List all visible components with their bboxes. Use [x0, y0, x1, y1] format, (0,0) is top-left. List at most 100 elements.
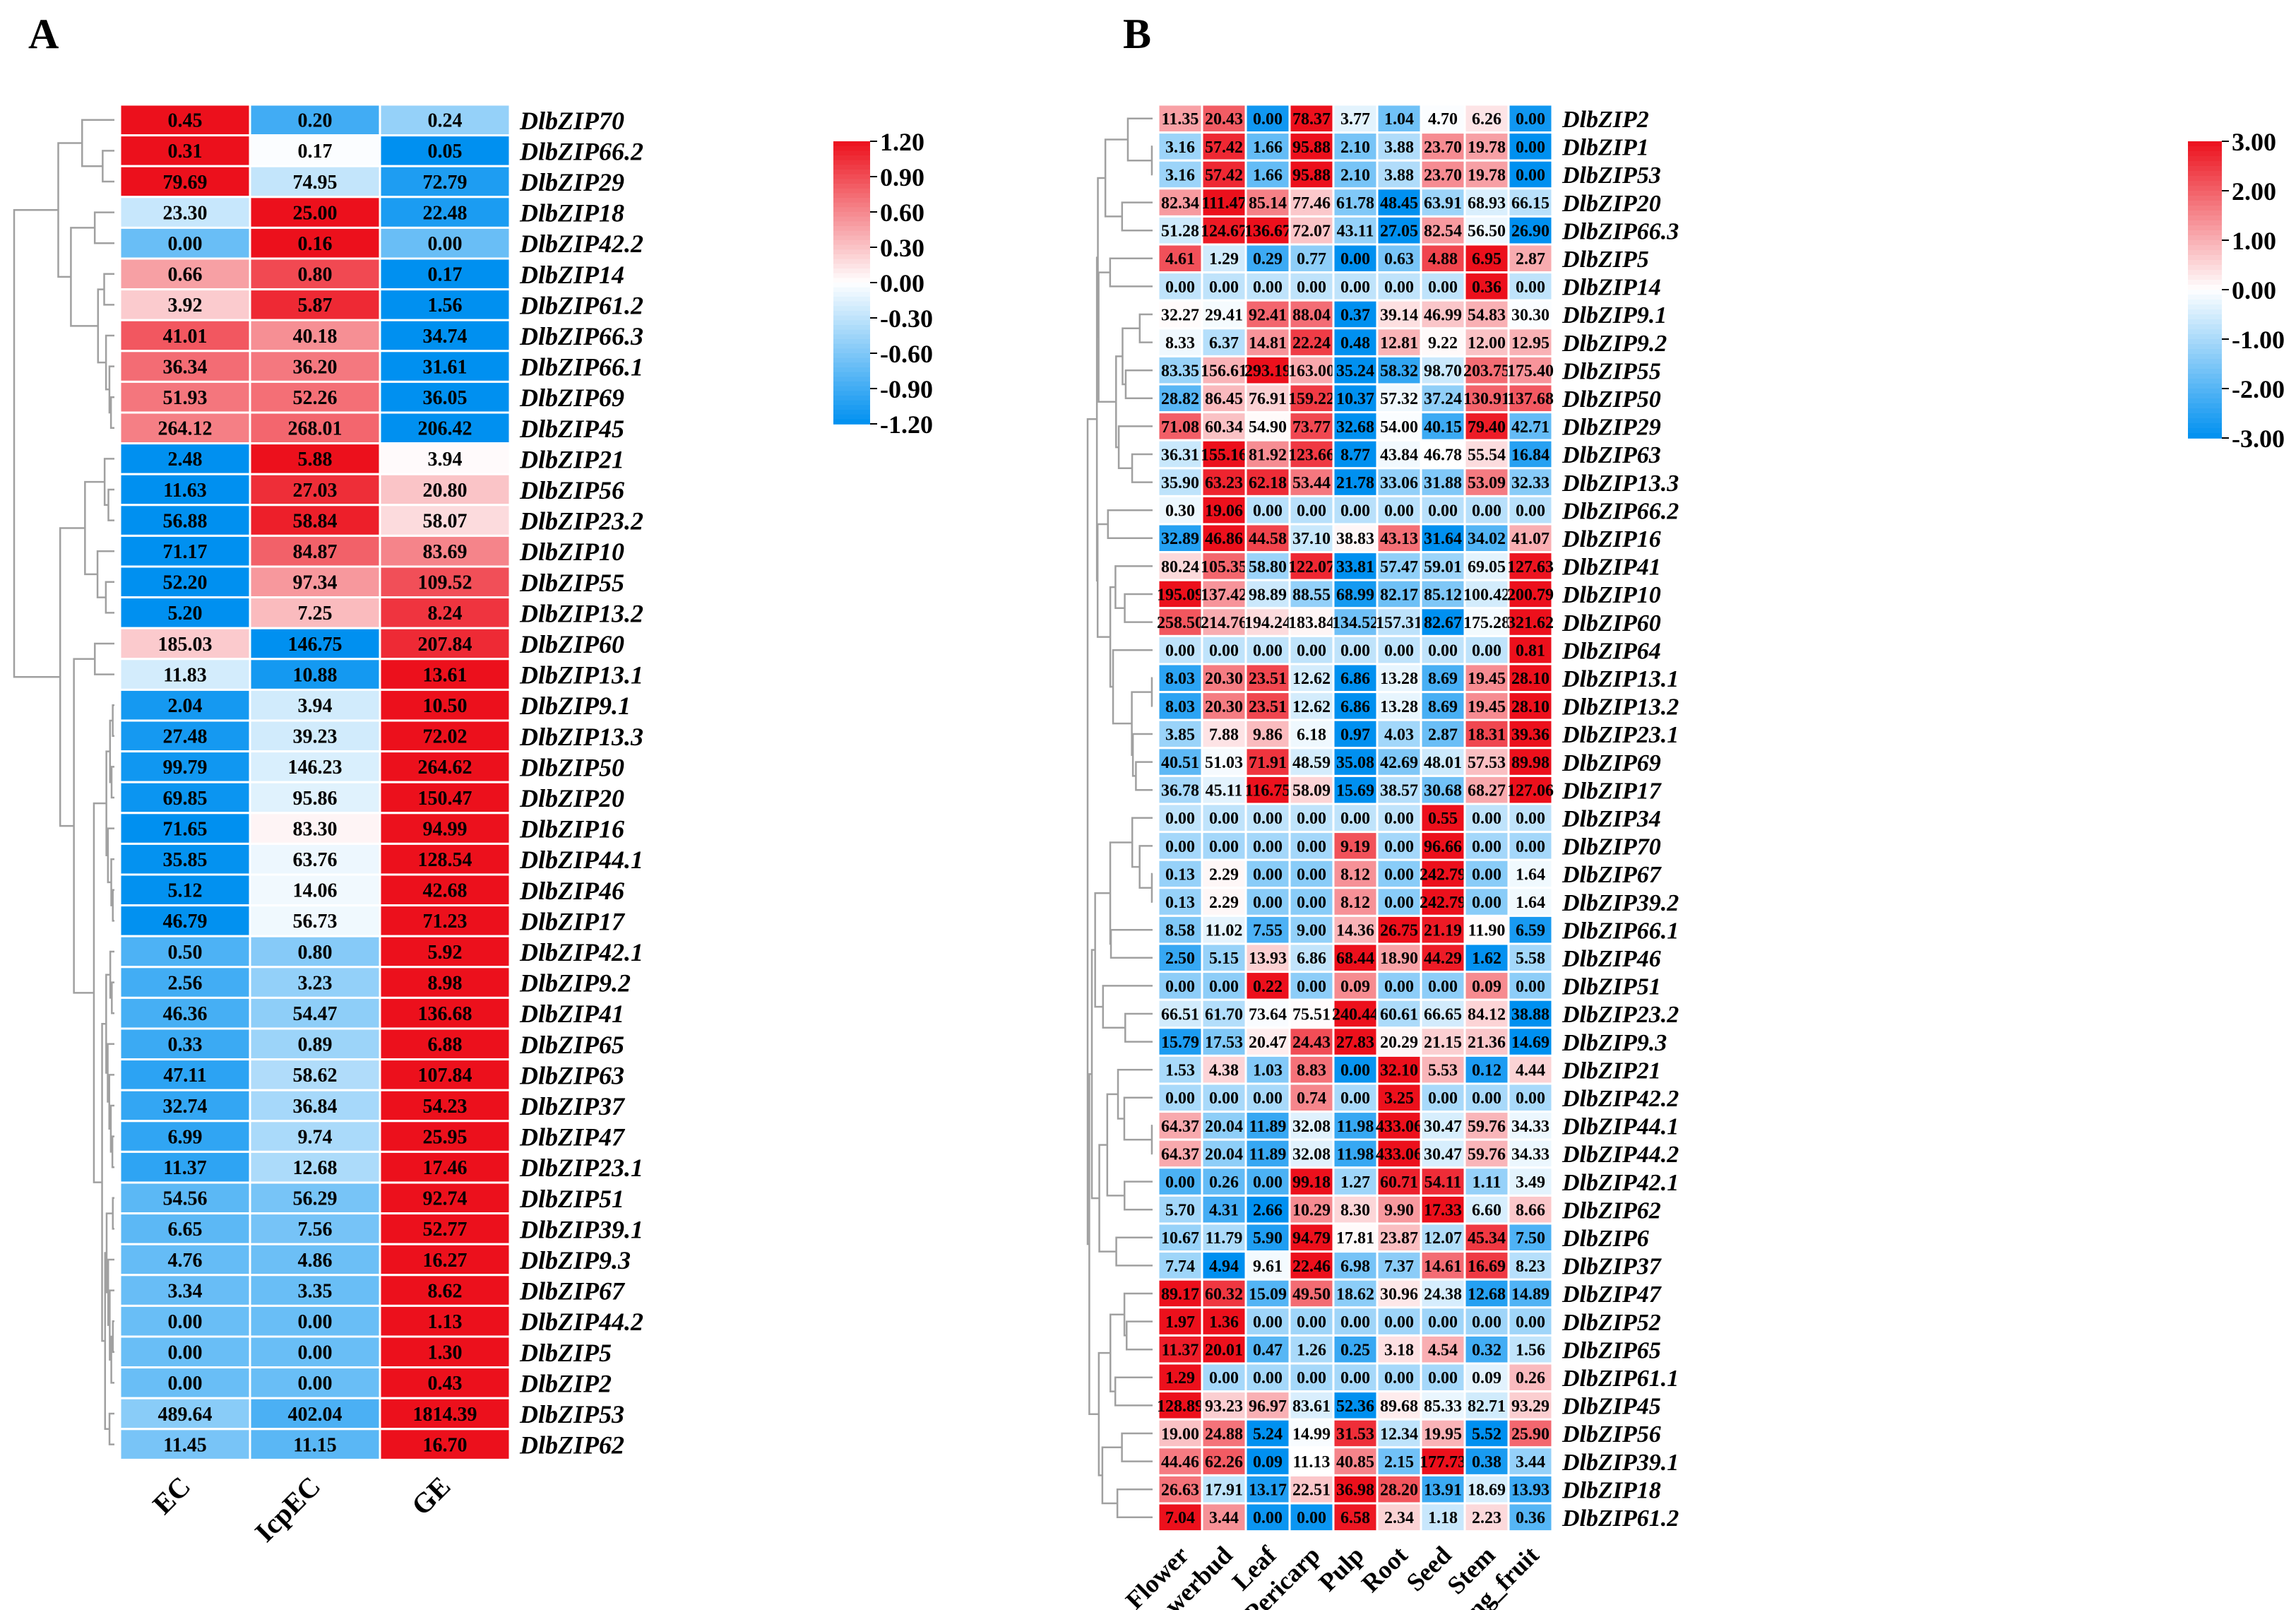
heatmap-cell	[1332, 942, 1379, 973]
legend-gradient-segment	[833, 202, 870, 208]
cell-value: 56.29	[293, 1188, 338, 1210]
legend-gradient-segment	[2188, 151, 2222, 157]
cell-value: 0.00	[1297, 1509, 1326, 1527]
legend-gradient-segment	[833, 198, 870, 203]
cell-value: 84.87	[293, 541, 338, 563]
heatmap-cell	[1420, 803, 1466, 834]
cell-value: 60.71	[1380, 1173, 1418, 1192]
heatmap-cell	[1157, 998, 1203, 1029]
cell-value: 0.00	[1209, 278, 1239, 297]
cell-value: 38.57	[1380, 782, 1418, 800]
heatmap-cell	[249, 411, 381, 445]
dendrogram-branch	[1123, 1096, 1153, 1141]
cell-value: 0.81	[1516, 642, 1545, 661]
row-label: DlbZIP66.3	[1562, 218, 1679, 244]
cell-value: 32.33	[1511, 474, 1549, 492]
cell-value: 27.48	[163, 726, 208, 748]
cell-value: 9.19	[1340, 838, 1370, 856]
cell-value: 0.16	[298, 233, 333, 255]
cell-value: 20.29	[1380, 1034, 1418, 1052]
heatmap-cell	[1288, 831, 1335, 861]
cell-value: 11.45	[163, 1434, 206, 1456]
cell-value: 8.98	[428, 972, 463, 994]
row-label: DlbZIP66.1	[519, 353, 643, 381]
cell-value: 6.86	[1340, 698, 1370, 716]
legend-gradient-segment	[2188, 295, 2222, 300]
legend-gradient-segment	[833, 353, 870, 359]
cell-value: 19.06	[1205, 502, 1243, 521]
cell-value: 0.00	[1516, 838, 1545, 856]
row-label: DlbZIP44.2	[519, 1308, 643, 1336]
cell-value: 264.62	[418, 757, 472, 779]
cell-value: 31.53	[1336, 1425, 1374, 1443]
row-label: DlbZIP18	[1562, 1477, 1661, 1503]
row-label: DlbZIP13.2	[519, 599, 643, 627]
heatmap-cell	[379, 996, 511, 1030]
heatmap-cell	[1244, 299, 1291, 330]
cell-value: 14.89	[1511, 1285, 1549, 1303]
cell-value: 0.00	[1472, 894, 1501, 912]
cell-value: 0.00	[1297, 1313, 1326, 1332]
cell-value: 68.27	[1468, 782, 1506, 800]
cell-value: 2.29	[1209, 865, 1239, 884]
heatmap-cell	[1376, 467, 1422, 497]
cell-value: 31.88	[1424, 474, 1462, 492]
heatmap-cell	[249, 1304, 381, 1338]
dendrogram-branch	[1131, 817, 1153, 868]
legend-gradient-segment	[833, 235, 870, 241]
cell-value: 0.36	[1472, 278, 1501, 297]
cell-value: 49.50	[1292, 1285, 1331, 1303]
legend-gradient-segment	[833, 414, 870, 420]
cell-value: 60.32	[1205, 1285, 1243, 1303]
cell-value: 4.88	[1428, 250, 1458, 268]
row-label: DlbZIP29	[1562, 415, 1661, 441]
legend-gradient-segment	[2188, 171, 2222, 177]
heatmap-cell	[249, 1335, 381, 1369]
cell-value: 0.00	[168, 1342, 203, 1364]
cell-value: 36.34	[163, 356, 208, 378]
legend-gradient-segment	[833, 165, 870, 170]
cell-value: 13.17	[1249, 1481, 1287, 1500]
cell-value: 28.20	[1380, 1481, 1418, 1500]
row-label: DlbZIP2	[519, 1369, 612, 1397]
row-label: DlbZIP23.1	[1562, 722, 1679, 748]
row-label: DlbZIP42.1	[1562, 1170, 1679, 1196]
cell-value: 8.83	[1297, 1062, 1326, 1080]
cell-value: 0.13	[1165, 865, 1195, 884]
legend-gradient-segment	[833, 315, 870, 321]
cell-value: 127.06	[1507, 782, 1554, 800]
row-label: DlbZIP65	[1562, 1337, 1661, 1363]
cell-value: 3.16	[1165, 138, 1195, 157]
cell-value: 10.50	[423, 695, 468, 717]
cell-value: 134.52	[1332, 614, 1379, 632]
cell-value: 20.04	[1205, 1118, 1243, 1136]
heatmap-cell	[379, 1089, 511, 1123]
cell-value: 0.00	[168, 1311, 203, 1333]
row-label: DlbZIP66.2	[1562, 498, 1679, 524]
heatmap-cell	[1507, 467, 1554, 497]
cell-value: 4.70	[1428, 110, 1458, 129]
heatmap-cell	[379, 134, 511, 167]
cell-value: 175.40	[1507, 362, 1554, 381]
cell-value: 40.18	[293, 326, 338, 348]
legend-tick-label: -2.00	[2232, 375, 2285, 403]
heatmap-cell	[1507, 607, 1554, 637]
dendrogram-branch	[107, 827, 114, 884]
cell-value: 17.53	[1205, 1034, 1243, 1052]
cell-value: 52.36	[1336, 1397, 1374, 1416]
cell-value: 12.62	[1292, 698, 1331, 716]
row-label: DlbZIP34	[1562, 806, 1661, 832]
heatmap-cell	[1420, 1026, 1466, 1057]
heatmap-cell	[1288, 691, 1335, 721]
heatmap-cell	[119, 658, 251, 691]
row-label: DlbZIP44.1	[519, 846, 643, 874]
cell-value: 33.06	[1380, 474, 1418, 492]
cell-value: 54.11	[1424, 1173, 1462, 1192]
heatmap-cell	[249, 719, 381, 753]
cell-value: 1.11	[1473, 1173, 1501, 1192]
row-label: DlbZIP21	[519, 445, 624, 473]
dendrogram-branch	[1098, 1351, 1111, 1476]
cell-value: 0.09	[1472, 978, 1501, 996]
cell-value: 3.85	[1165, 726, 1195, 744]
cell-value: 37.24	[1424, 390, 1462, 408]
